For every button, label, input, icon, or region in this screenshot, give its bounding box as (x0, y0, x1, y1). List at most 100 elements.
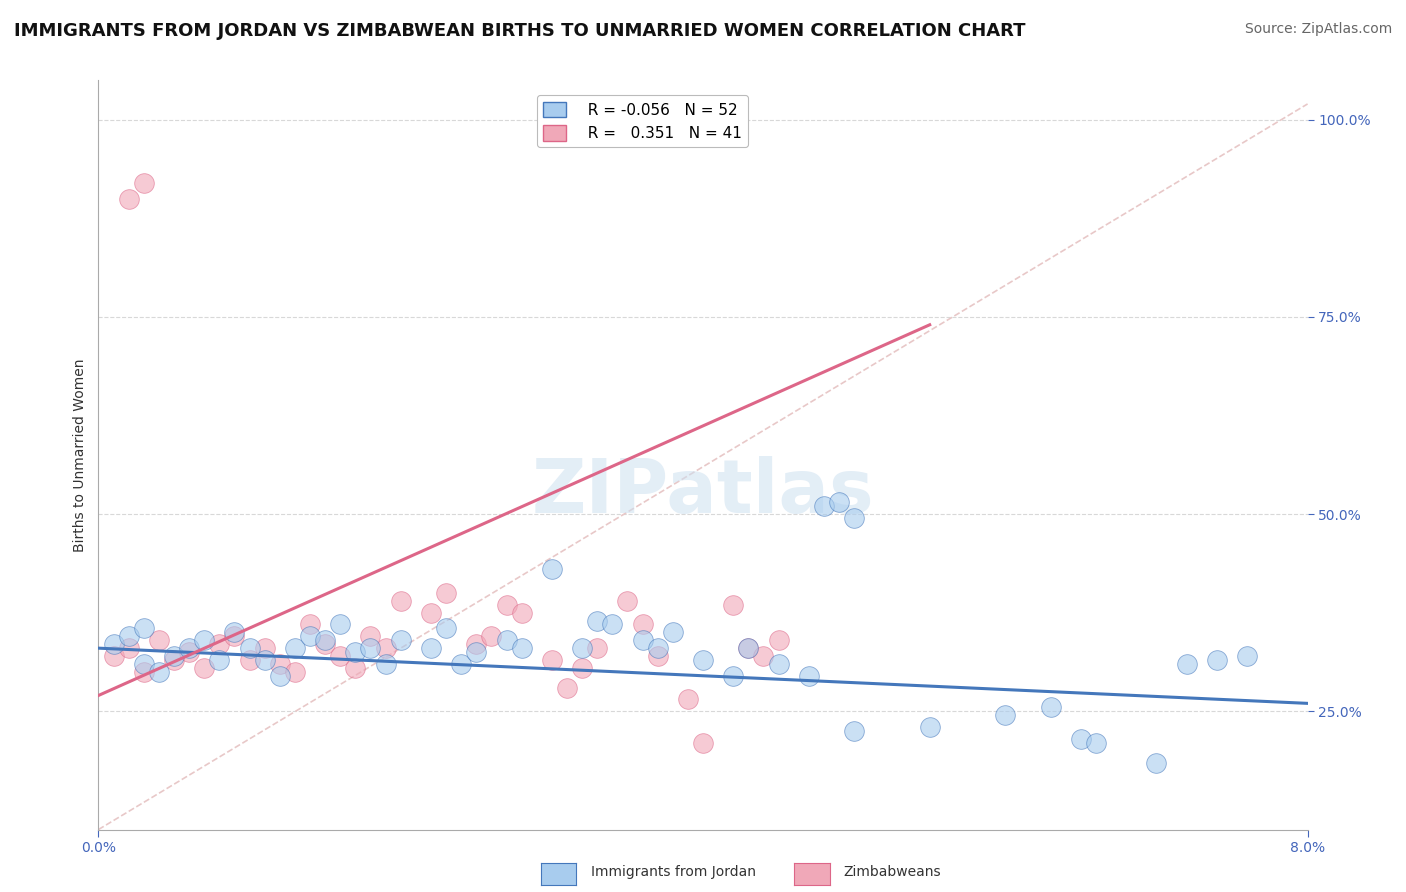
Point (193, 661, 215, 675)
Point (239, 641, 262, 656)
Point (647, 648, 669, 663)
Point (602, 617, 624, 632)
Point (631, 633, 654, 648)
Point (284, 665, 307, 679)
Point (224, 629, 246, 643)
Point (692, 736, 714, 750)
Point (163, 648, 186, 663)
Point (269, 669, 291, 683)
Point (586, 641, 609, 656)
Point (918, 720, 941, 734)
Point (540, 653, 562, 667)
Point (510, 641, 533, 656)
Point (329, 617, 352, 632)
Text: IMMIGRANTS FROM JORDAN VS ZIMBABWEAN BIRTHS TO UNMARRIED WOMEN CORRELATION CHART: IMMIGRANTS FROM JORDAN VS ZIMBABWEAN BIR… (14, 22, 1025, 40)
Point (344, 645, 367, 659)
Point (314, 633, 336, 648)
Point (389, 594, 412, 608)
Text: ZIPatlas: ZIPatlas (531, 456, 875, 529)
Text: Source: ZipAtlas.com: Source: ZipAtlas.com (1244, 22, 1392, 37)
Point (389, 633, 412, 648)
Point (103, 648, 125, 663)
Point (103, 637, 125, 651)
Point (797, 669, 820, 683)
Point (148, 665, 170, 679)
Point (616, 594, 638, 608)
Point (434, 586, 457, 600)
Point (481, 629, 503, 643)
Text: Immigrants from Jordan: Immigrants from Jordan (591, 864, 755, 879)
Point (752, 648, 775, 663)
Point (1085, 736, 1108, 750)
Point (193, 633, 215, 648)
Point (768, 633, 790, 648)
Point (360, 629, 382, 643)
Point (118, 629, 141, 643)
Point (118, 641, 141, 656)
Point (208, 653, 231, 667)
Point (374, 641, 396, 656)
Point (284, 641, 307, 656)
Point (132, 622, 155, 636)
Point (299, 617, 322, 632)
Point (631, 617, 654, 632)
Point (495, 633, 517, 648)
Point (450, 657, 472, 671)
Point (163, 653, 186, 667)
Point (1070, 731, 1092, 746)
Point (118, 192, 141, 206)
Point (465, 637, 488, 651)
Legend:   R = -0.056   N = 52,   R =   0.351   N = 41: R = -0.056 N = 52, R = 0.351 N = 41 (537, 95, 748, 147)
Point (1175, 657, 1198, 671)
Point (179, 641, 201, 656)
Point (1146, 756, 1168, 770)
Point (844, 511, 866, 525)
Point (723, 598, 745, 612)
Point (555, 681, 578, 695)
Point (510, 606, 533, 620)
Point (132, 665, 155, 679)
Point (224, 625, 246, 640)
Point (828, 495, 851, 509)
Point (647, 641, 669, 656)
Point (132, 657, 155, 671)
Point (420, 606, 443, 620)
Point (420, 641, 443, 656)
Point (314, 637, 336, 651)
Point (329, 648, 352, 663)
Point (253, 653, 276, 667)
Point (737, 641, 759, 656)
Point (495, 598, 517, 612)
Text: Zimbabweans: Zimbabweans (844, 864, 941, 879)
Point (571, 661, 593, 675)
Point (586, 614, 609, 628)
Point (269, 657, 291, 671)
Point (571, 641, 593, 656)
Point (768, 657, 790, 671)
Point (239, 653, 262, 667)
Point (1236, 648, 1258, 663)
Point (540, 562, 562, 576)
Point (1206, 653, 1229, 667)
Point (737, 641, 759, 656)
Point (661, 625, 683, 640)
Point (208, 637, 231, 651)
Point (179, 645, 201, 659)
Point (132, 176, 155, 190)
Point (360, 641, 382, 656)
Point (692, 653, 714, 667)
Point (434, 622, 457, 636)
Y-axis label: Births to Unmarried Women: Births to Unmarried Women (73, 359, 87, 551)
Point (299, 629, 322, 643)
Point (1039, 700, 1062, 714)
Point (723, 669, 745, 683)
Point (374, 657, 396, 671)
Point (844, 723, 866, 738)
Point (253, 641, 276, 656)
Point (813, 499, 835, 513)
Point (344, 661, 367, 675)
Point (465, 645, 488, 659)
Point (994, 708, 1017, 723)
Point (148, 633, 170, 648)
Point (676, 692, 699, 706)
